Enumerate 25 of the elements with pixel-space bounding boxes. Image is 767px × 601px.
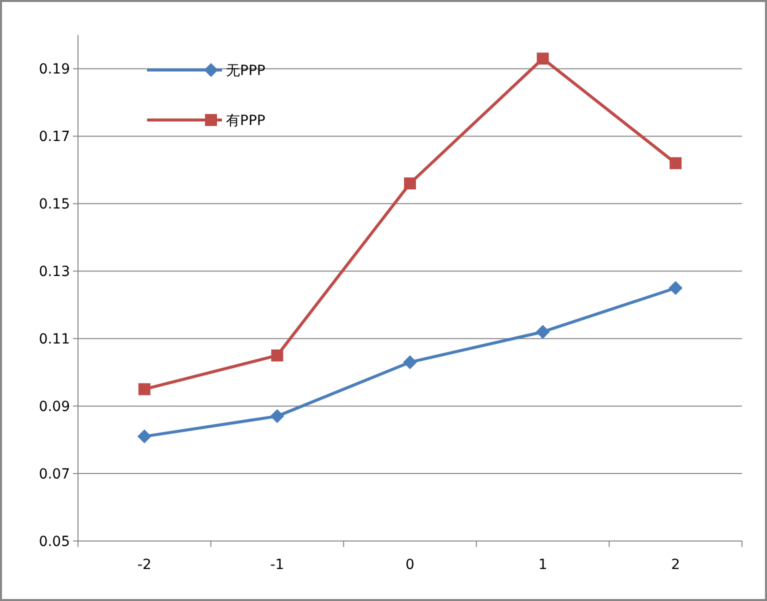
y-tick-label: 0.19: [38, 62, 70, 78]
x-tick-label: 1: [538, 557, 548, 573]
y-tick-label: 0.07: [38, 466, 70, 483]
y-tick-label: 0.05: [38, 534, 70, 550]
x-tick-label: 0: [406, 557, 414, 573]
x-tick-label: -2: [137, 557, 152, 573]
point: [668, 281, 683, 295]
point: [270, 409, 284, 424]
y-tick-label: 0.15: [38, 196, 70, 213]
x-tick-label: -1: [270, 557, 284, 573]
y-tick-label: 0.13: [38, 264, 70, 280]
legend-label: 无PPP: [226, 63, 266, 79]
point: [271, 349, 284, 362]
y-tick-label: 0.11: [38, 332, 70, 348]
point: [403, 355, 417, 370]
y-tick-label: 0.17: [38, 129, 70, 146]
point: [670, 157, 682, 170]
point: [536, 52, 549, 65]
point: [404, 177, 416, 190]
point: [137, 429, 152, 444]
point: [536, 324, 550, 339]
y-tick-label: 0.09: [38, 399, 70, 416]
legend-label: 有PPP: [226, 113, 266, 129]
x-tick-label: 2: [671, 557, 680, 573]
point: [138, 383, 150, 396]
